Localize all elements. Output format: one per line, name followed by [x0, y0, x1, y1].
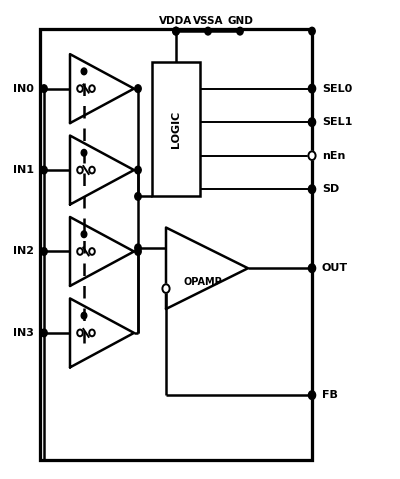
Circle shape	[135, 244, 141, 252]
Circle shape	[89, 248, 95, 255]
Circle shape	[77, 167, 83, 173]
Circle shape	[41, 248, 47, 255]
Circle shape	[308, 264, 316, 273]
Circle shape	[308, 391, 316, 399]
Text: VDDA: VDDA	[159, 16, 193, 26]
Circle shape	[162, 285, 170, 293]
Bar	[152, 62, 200, 196]
Text: SEL1: SEL1	[322, 117, 352, 127]
Circle shape	[309, 27, 315, 35]
Circle shape	[308, 151, 316, 160]
Text: GND: GND	[227, 16, 253, 26]
Circle shape	[41, 85, 47, 92]
Text: nEn: nEn	[322, 151, 345, 160]
Circle shape	[89, 85, 95, 92]
Text: OUT: OUT	[322, 263, 348, 273]
Text: OPAMP: OPAMP	[184, 277, 222, 287]
Circle shape	[237, 27, 243, 35]
Circle shape	[173, 27, 179, 35]
Circle shape	[81, 68, 87, 75]
Circle shape	[135, 248, 141, 255]
Circle shape	[41, 329, 47, 337]
Circle shape	[308, 84, 316, 93]
Circle shape	[308, 185, 316, 194]
Text: FB: FB	[322, 390, 338, 400]
Text: IN1: IN1	[13, 165, 34, 175]
Text: SEL0: SEL0	[322, 84, 352, 93]
Circle shape	[77, 248, 83, 255]
Circle shape	[77, 330, 83, 336]
Text: SD: SD	[322, 184, 339, 194]
Circle shape	[41, 166, 47, 174]
Circle shape	[205, 27, 211, 35]
Text: IN0: IN0	[13, 84, 34, 93]
Circle shape	[89, 330, 95, 336]
Circle shape	[308, 118, 316, 126]
Circle shape	[135, 85, 141, 92]
Circle shape	[81, 312, 87, 319]
Circle shape	[81, 149, 87, 156]
Text: VSSA: VSSA	[193, 16, 223, 26]
Text: LOGIC: LOGIC	[171, 111, 181, 148]
Circle shape	[173, 27, 179, 35]
Text: IN2: IN2	[13, 247, 34, 256]
Bar	[40, 29, 312, 460]
Circle shape	[81, 231, 87, 238]
Circle shape	[89, 167, 95, 173]
Circle shape	[77, 85, 83, 92]
Text: IN3: IN3	[13, 328, 34, 338]
Circle shape	[135, 166, 141, 174]
Circle shape	[135, 193, 141, 200]
